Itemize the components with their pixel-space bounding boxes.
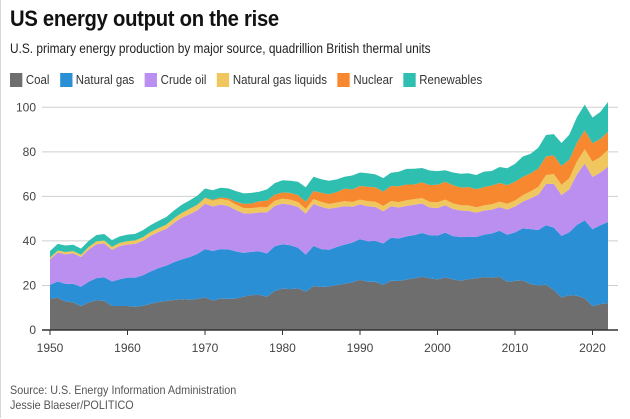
y-tick-label: 40 [23, 234, 37, 248]
legend-label: Natural gas [75, 72, 135, 87]
stacked-area-chart: 0 20 40 60 80 100 1950 1960 1970 1980 1990 2000 201… [16, 100, 618, 355]
credit-note: Jessie Blaeser/POLITICO [10, 398, 134, 412]
chart-subtitle: U.S. primary energy production by major … [10, 41, 431, 56]
x-tick-label: 2010 [502, 341, 529, 355]
legend-item-natural-gas-liquids: Natural gas liquids [217, 72, 327, 87]
area-series [50, 102, 608, 330]
x-tick-label: 1960 [114, 341, 141, 355]
area-nuclear [50, 130, 608, 258]
area-coal [50, 276, 608, 330]
chart-footer: Source: U.S. Energy Information Administ… [10, 383, 236, 413]
x-tick-label: 2020 [579, 341, 606, 355]
legend-label: Nuclear [353, 72, 393, 87]
legend-item-nuclear: Nuclear [337, 72, 393, 87]
axes: 1950 1960 1970 1980 1990 2000 2010 2020 [37, 329, 618, 355]
legend-label: Renewables [419, 72, 483, 87]
x-tick-label: 1950 [37, 341, 64, 355]
y-tick-label: 100 [16, 100, 36, 114]
legend-item-crude-oil: Crude oil [144, 72, 207, 87]
legend-item-coal: Coal [10, 72, 49, 87]
legend-label: Crude oil [160, 72, 207, 87]
y-tick-label: 80 [23, 145, 37, 159]
x-tick-label: 1970 [192, 341, 219, 355]
legend-swatch [144, 72, 158, 87]
x-tick-label: 1990 [347, 341, 374, 355]
y-tick-label: 0 [29, 323, 36, 337]
chart-legend: Coal Natural gas Crude oil Natural gas liqu… [10, 72, 493, 87]
area-natural-gas-liquids [50, 149, 608, 260]
area-crude-oil [50, 163, 608, 287]
area-renewables [50, 102, 608, 258]
legend-swatch [10, 72, 23, 87]
legend-swatch [337, 72, 350, 87]
legend-item-natural-gas: Natural gas [59, 72, 135, 87]
legend-label: Natural gas liquids [232, 72, 327, 87]
legend-swatch [59, 72, 73, 87]
x-tick-label: 1980 [269, 341, 296, 355]
legend-label: Coal [25, 72, 50, 87]
x-tick-label: 2000 [424, 341, 451, 355]
y-tick-label: 20 [23, 278, 37, 292]
source-note: Source: U.S. Energy Information Administ… [10, 383, 237, 397]
y-tick-label: 60 [23, 189, 37, 203]
legend-item-renewables: Renewables [403, 72, 482, 87]
chart-title: US energy output on the rise [10, 6, 279, 31]
area-natural-gas [50, 220, 608, 307]
legend-swatch [403, 72, 416, 87]
legend-swatch [217, 72, 230, 87]
